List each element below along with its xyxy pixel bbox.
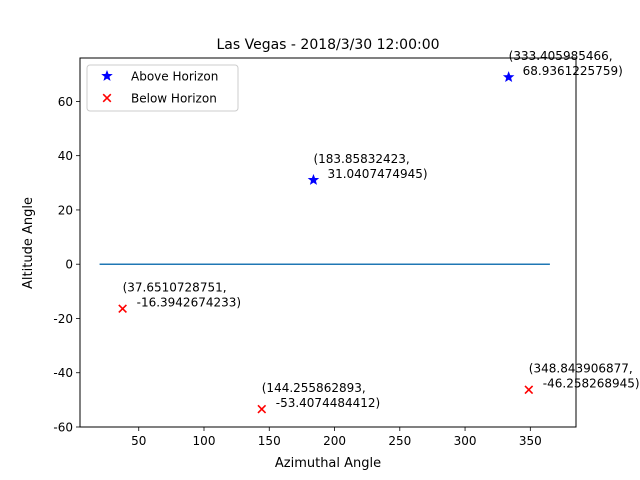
legend-label: Above Horizon <box>131 70 218 84</box>
below-horizon-point-stroke-b <box>524 385 534 395</box>
chart-title: Las Vegas - 2018/3/30 12:00:00 <box>216 37 439 53</box>
below-horizon-point-stroke-b <box>257 404 267 414</box>
y-tick-label: -20 <box>53 312 73 326</box>
y-axis-label: Altitude Angle <box>21 197 36 289</box>
x-tick-label: 200 <box>323 434 346 448</box>
legend-label: Below Horizon <box>131 92 217 106</box>
x-axis: 50 100 150 200 250 300 350 <box>131 427 542 448</box>
point-annotation-line2: -16.3942674233) <box>137 296 241 310</box>
legend: Above Horizon Below Horizon <box>86 64 239 112</box>
y-axis: -60 -40 -20 0 20 40 60 <box>53 95 80 435</box>
point-annotation-line2: 68.9361225759) <box>523 64 623 78</box>
point-annotation-line2: -53.4074484412) <box>276 396 380 410</box>
above-horizon-point <box>502 71 515 83</box>
below-horizon-point <box>118 304 127 314</box>
legend-x-marker-stroke-b <box>102 93 112 103</box>
point-annotation-line1: (144.255862893, <box>262 381 366 395</box>
x-tick-label: 300 <box>454 434 477 448</box>
x-tick-label: 100 <box>193 434 216 448</box>
legend-x-marker <box>102 93 112 103</box>
x-tick-label: 50 <box>131 434 146 448</box>
x-axis-label: Azimuthal Angle <box>275 456 381 471</box>
y-tick-label: 20 <box>58 203 73 217</box>
point-annotation-line1: (183.85832423, <box>313 152 409 166</box>
point-annotation-line1: (348.843906877, <box>529 362 633 376</box>
plot-content: (333.405985466,68.9361225759) (183.858324… <box>99 49 640 414</box>
x-tick-label: 250 <box>388 434 411 448</box>
y-tick-label: 40 <box>58 149 73 163</box>
below-horizon-point-stroke-b <box>118 304 127 314</box>
below-horizon-point <box>524 385 534 395</box>
point-annotation-line1: (333.405985466, <box>509 49 613 63</box>
point-annotation-line2: 31.0407474945) <box>327 167 427 181</box>
y-tick-label: 60 <box>58 95 73 109</box>
y-tick-label: -40 <box>53 366 73 380</box>
legend-box <box>86 64 239 112</box>
above-horizon-point <box>307 173 320 185</box>
y-tick-label: 0 <box>65 258 73 272</box>
x-tick-label: 150 <box>258 434 281 448</box>
point-annotation-line2: -46.258268945) <box>543 377 640 391</box>
point-annotation-line1: (37.6510728751, <box>123 281 227 295</box>
legend-star-marker <box>101 69 113 81</box>
x-tick-label: 350 <box>519 434 542 448</box>
y-tick-label: -60 <box>53 421 73 435</box>
below-horizon-point <box>257 404 267 414</box>
plot-frame <box>79 57 577 428</box>
